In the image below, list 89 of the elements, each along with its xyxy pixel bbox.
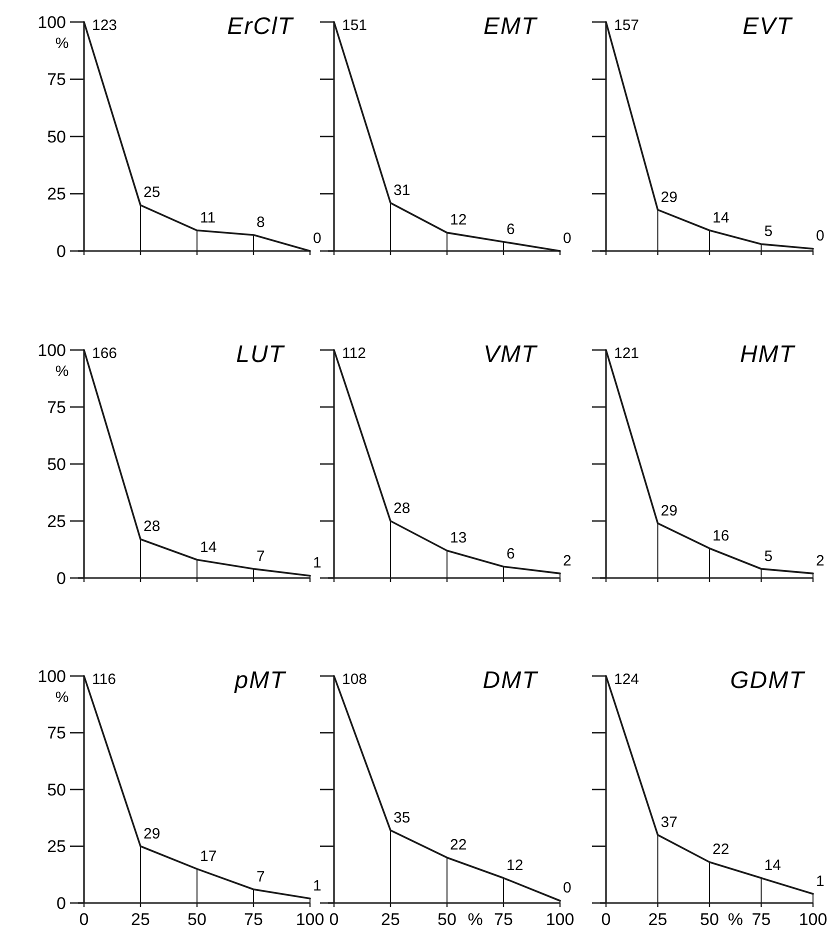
annotation: 6 xyxy=(506,546,515,563)
x-tick-label: 100 xyxy=(296,910,324,929)
y-tick-label: 25 xyxy=(47,837,66,856)
annotation: 2 xyxy=(563,552,572,570)
y-tick-label: 25 xyxy=(47,512,66,531)
y-tick-label: 100 xyxy=(38,12,66,32)
y-tick-label: 0 xyxy=(56,568,66,588)
annotation: 108 xyxy=(342,671,368,688)
annotation: 0 xyxy=(563,880,572,897)
annotation: 5 xyxy=(764,223,773,240)
annotation: 0 xyxy=(816,228,824,245)
y-axis-title: % xyxy=(55,363,69,380)
x-tick-label: 50 xyxy=(700,910,719,929)
y-tick-label: 50 xyxy=(47,127,66,146)
annotation: 124 xyxy=(614,671,640,688)
annotation: 7 xyxy=(256,548,265,565)
x-axis-title: % xyxy=(468,910,483,929)
y-tick-label: 75 xyxy=(47,398,66,417)
chart-title: VMT xyxy=(483,341,538,368)
chart-title: EVT xyxy=(742,13,794,40)
annotation: 12 xyxy=(506,857,524,874)
annotation: 13 xyxy=(450,530,467,547)
annotation: 29 xyxy=(660,188,678,206)
annotation: 1 xyxy=(313,877,322,894)
annotation: 35 xyxy=(394,809,410,826)
annotation: 2 xyxy=(816,552,824,570)
y-axis-title: % xyxy=(55,35,69,52)
y-tick-label: 0 xyxy=(56,242,66,261)
y-tick-label: 75 xyxy=(47,70,66,90)
annotation: 7 xyxy=(256,868,265,886)
annotation: 14 xyxy=(712,209,730,226)
annotation: 29 xyxy=(144,825,160,842)
annotation: 157 xyxy=(614,17,640,34)
chart-title: DMT xyxy=(482,667,540,694)
annotation: 12 xyxy=(450,212,467,229)
x-tick-label: 0 xyxy=(601,910,611,929)
x-tick-label: 25 xyxy=(648,910,668,929)
x-tick-label: 50 xyxy=(188,910,206,929)
annotation: 6 xyxy=(506,220,515,238)
annotation: 28 xyxy=(144,518,160,536)
annotation: 151 xyxy=(342,17,368,34)
chart-title: pMT xyxy=(234,667,288,694)
y-tick-label: 25 xyxy=(47,184,66,204)
annotation: 1 xyxy=(816,872,824,890)
x-tick-label: 75 xyxy=(494,910,513,929)
annotation: 123 xyxy=(92,17,118,34)
annotation: 112 xyxy=(342,345,366,362)
x-tick-label: 50 xyxy=(438,910,456,929)
annotation: 11 xyxy=(200,209,216,226)
annotation: 0 xyxy=(563,230,572,247)
y-tick-label: 100 xyxy=(38,340,66,360)
chart-title: EMT xyxy=(483,13,538,40)
annotation: 14 xyxy=(200,538,217,556)
chart-title: GDMT xyxy=(730,667,806,694)
x-tick-label: 0 xyxy=(79,910,89,929)
x-tick-label: 75 xyxy=(244,910,263,929)
x-tick-label: 25 xyxy=(381,910,400,929)
annotation: 22 xyxy=(712,841,730,858)
annotation: 116 xyxy=(92,671,116,688)
chart-title: HMT xyxy=(740,341,796,368)
chart-title: LUT xyxy=(236,341,286,368)
annotation: 14 xyxy=(764,857,781,874)
annotation: 5 xyxy=(764,548,773,565)
y-tick-label: 0 xyxy=(56,894,66,913)
annotation: 28 xyxy=(394,500,410,517)
y-tick-label: 100 xyxy=(38,666,66,686)
annotation: 17 xyxy=(200,848,217,865)
y-tick-label: 50 xyxy=(47,454,66,474)
annotation: 25 xyxy=(144,184,160,202)
annotation: 121 xyxy=(614,345,640,362)
x-tick-label: 0 xyxy=(329,910,339,929)
annotation: 8 xyxy=(256,214,265,231)
x-tick-label: 100 xyxy=(546,910,574,929)
y-axis-title: % xyxy=(55,689,69,706)
annotation: 29 xyxy=(660,502,678,520)
annotation: 16 xyxy=(712,527,730,544)
annotation: 0 xyxy=(313,230,322,247)
x-tick-label: 25 xyxy=(131,910,150,929)
x-tick-label: 100 xyxy=(798,910,828,929)
annotation: 31 xyxy=(394,182,410,199)
x-axis-title: % xyxy=(728,910,743,929)
x-tick-label: 75 xyxy=(752,910,771,929)
annotation: 166 xyxy=(92,345,118,362)
annotation: 37 xyxy=(660,814,678,831)
chart-title: ErClT xyxy=(227,13,295,40)
y-tick-label: 75 xyxy=(47,724,66,743)
annotation: 1 xyxy=(313,554,322,572)
annotation: 22 xyxy=(450,836,467,854)
y-tick-label: 50 xyxy=(47,780,66,800)
